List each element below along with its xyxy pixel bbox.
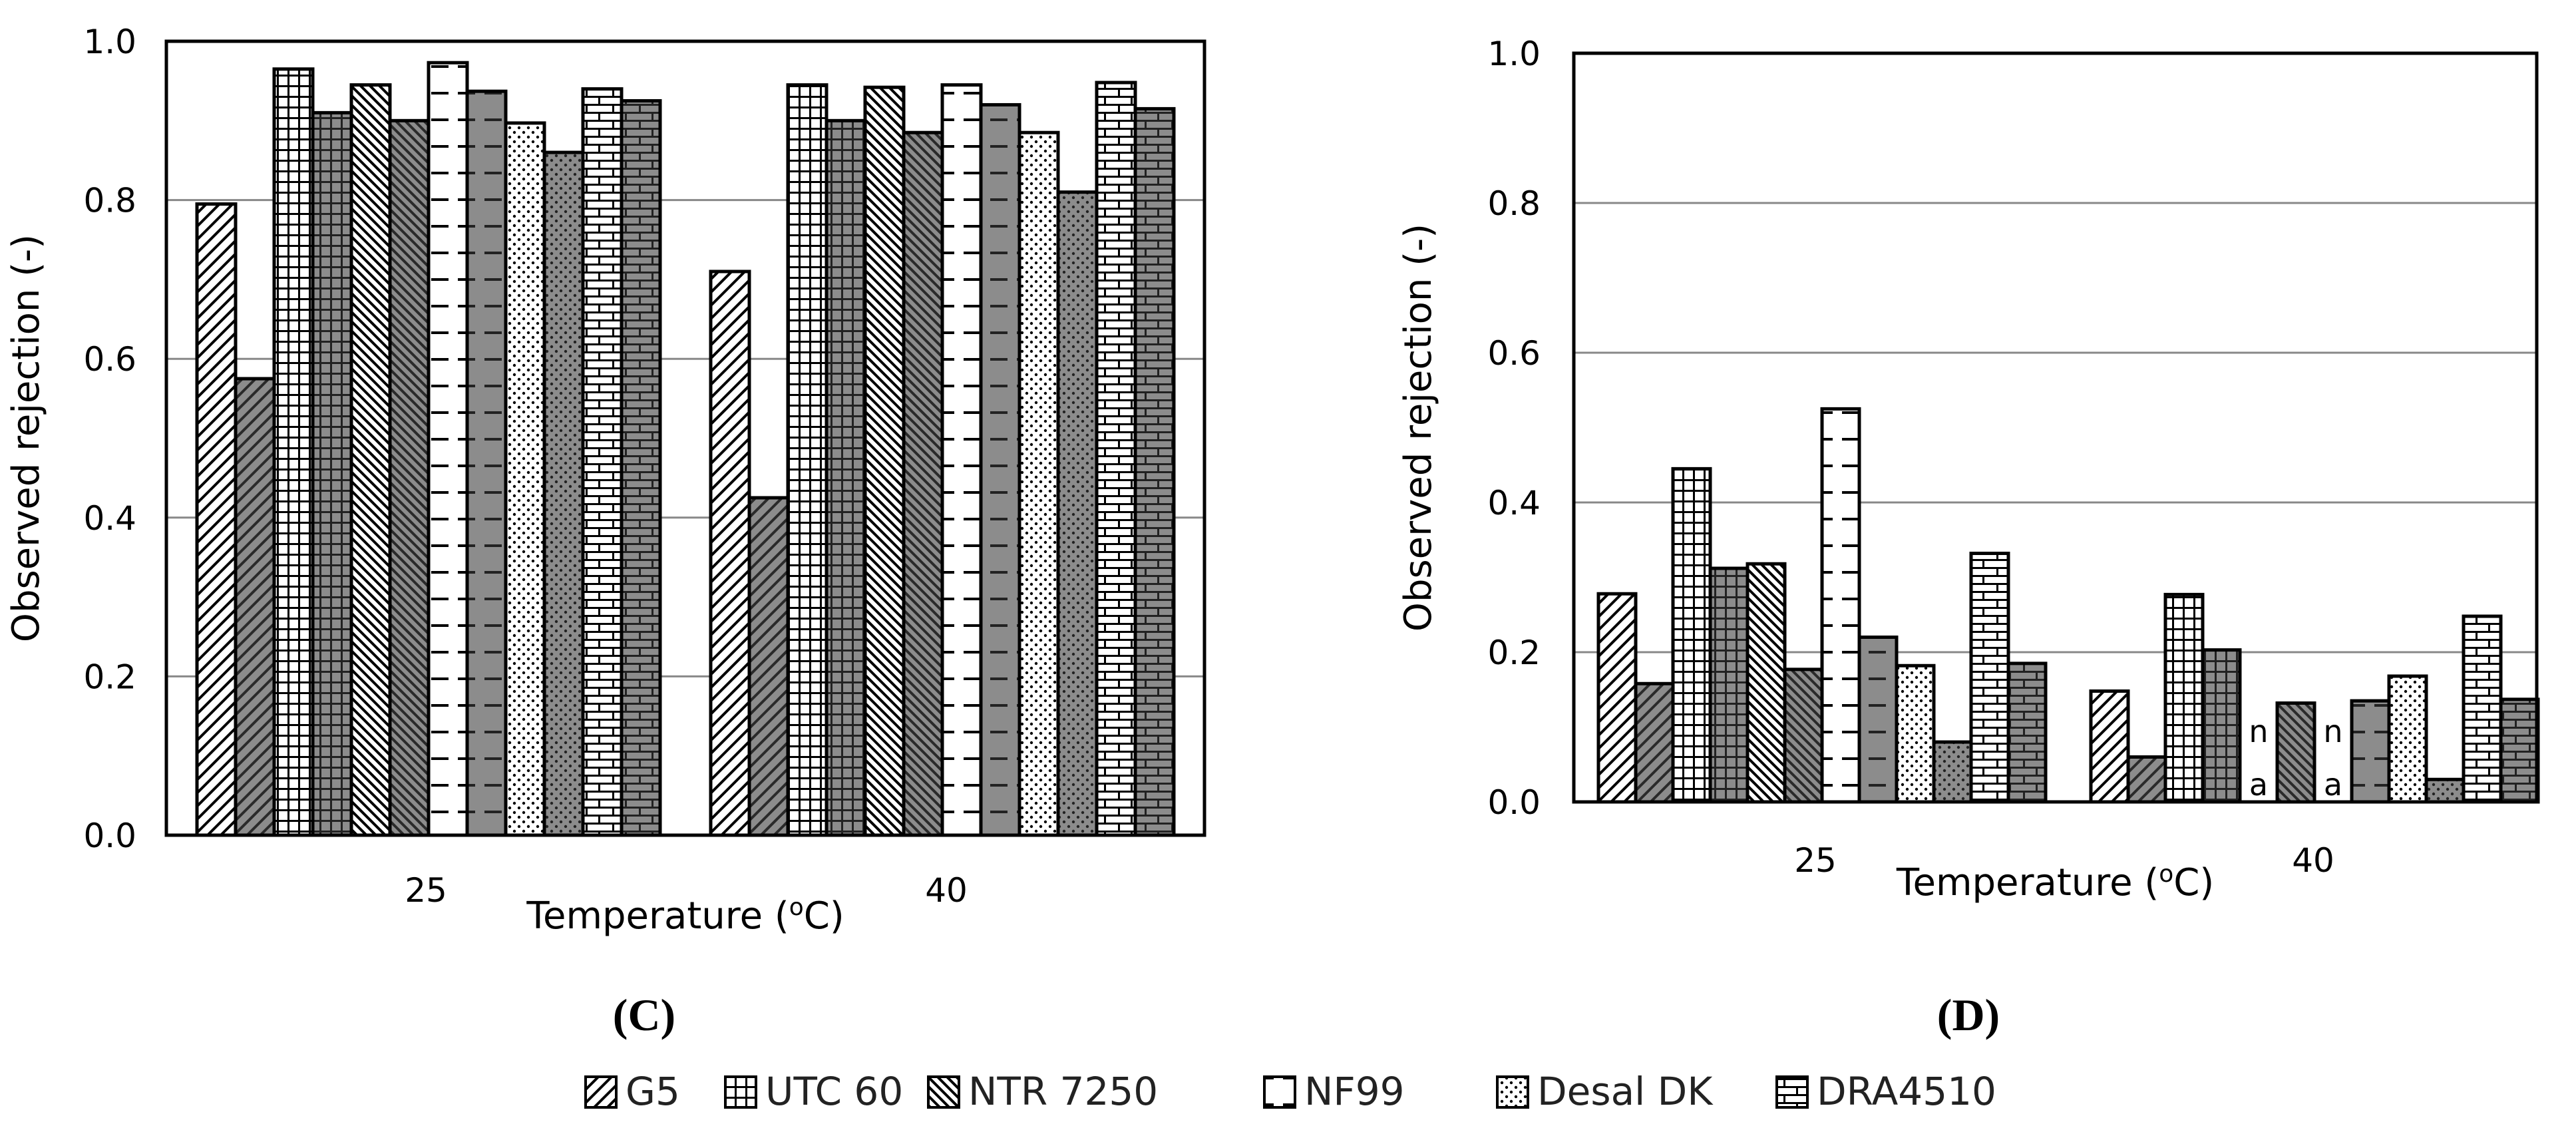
bar <box>2006 661 2048 804</box>
x-tick-label: 25 <box>405 871 447 910</box>
bar <box>1596 592 1638 804</box>
bar <box>2499 697 2540 804</box>
bar <box>1820 407 1861 804</box>
y-tick-label: 0.6 <box>1487 334 1541 373</box>
bar <box>1783 667 1824 804</box>
legend-label: NF99 <box>1304 1069 1405 1114</box>
bar <box>902 130 944 837</box>
bar <box>979 102 1021 837</box>
panel-label-c: (C) <box>613 990 675 1040</box>
bar <box>311 110 353 837</box>
x-tick-label: 25 <box>1794 841 1837 880</box>
bar <box>2387 674 2428 804</box>
y-tick-label: 0.4 <box>83 499 136 538</box>
bar <box>2424 777 2466 804</box>
bar <box>940 83 983 837</box>
y-tick-label: 0.0 <box>1487 783 1541 822</box>
y-tick-label: 0.4 <box>1487 484 1541 522</box>
bar <box>786 83 828 837</box>
bar <box>1671 467 1712 804</box>
bar <box>863 85 906 837</box>
panel-label-d: (D) <box>1937 990 2000 1040</box>
bar <box>2089 689 2130 804</box>
legend-swatch <box>724 1075 757 1109</box>
bar <box>2275 701 2316 804</box>
bar <box>234 377 276 837</box>
bar <box>2126 755 2167 804</box>
bar <box>1056 190 1099 837</box>
bar <box>465 89 508 837</box>
bar <box>1969 552 2010 804</box>
bar <box>1857 636 1899 804</box>
legend-swatch <box>1496 1075 1529 1109</box>
bar <box>195 202 238 837</box>
bar-annotation: a <box>2324 767 2342 803</box>
y-tick-label: 0.8 <box>83 182 136 220</box>
legend-label: NTR 7250 <box>968 1069 1158 1114</box>
y-tick-label: 0.2 <box>83 658 136 696</box>
y-axis-label: Observed rejection (-) <box>5 234 48 642</box>
y-tick-label: 0.8 <box>1487 184 1541 223</box>
chart-c: 0.0 0.2 0.4 0.6 0.8 1.0 25 40 Temperature (oC) Ob… <box>5 23 1206 938</box>
bar <box>1708 566 1749 804</box>
legend-label: DRA4510 <box>1817 1069 1996 1114</box>
bar-annotation: a <box>2249 767 2268 803</box>
bar <box>1746 562 1787 804</box>
y-tick-label: 1.0 <box>83 23 136 61</box>
bar <box>2350 699 2391 804</box>
legend-label: UTC 60 <box>765 1069 903 1114</box>
bar <box>504 121 546 837</box>
bar <box>2201 648 2242 804</box>
plot-frame <box>1572 51 2539 804</box>
bar <box>1634 681 1675 804</box>
legend-swatch <box>927 1075 960 1109</box>
bar-annotation: n <box>2323 713 2342 749</box>
bar <box>542 150 585 837</box>
bar <box>1017 130 1060 837</box>
plot-frame <box>164 39 1206 837</box>
bar <box>825 118 867 837</box>
bar <box>349 83 392 837</box>
bar-annotation: n <box>2249 713 2268 749</box>
legend-swatch <box>1775 1075 1809 1109</box>
bar <box>581 87 624 837</box>
x-axis-label: Temperature (oC) <box>1896 860 2214 905</box>
y-axis-label: Observed rejection (-) <box>1397 224 1440 632</box>
bar <box>1932 740 1973 804</box>
bar <box>2163 592 2205 804</box>
y-tick-label: 1.0 <box>1487 35 1541 73</box>
bar <box>1133 106 1176 837</box>
bar <box>620 98 662 837</box>
y-tick-label: 0.6 <box>83 340 136 379</box>
legend-label: Desal DK <box>1537 1069 1714 1114</box>
bar <box>1895 663 1936 804</box>
bar <box>1095 81 1137 837</box>
x-tick-label: 40 <box>2292 841 2334 880</box>
legend-swatch <box>584 1075 618 1109</box>
bar <box>388 118 431 837</box>
x-axis-label: Temperature (oC) <box>526 894 844 938</box>
bar <box>747 496 790 837</box>
bar <box>272 67 315 837</box>
x-tick-label: 40 <box>925 871 968 910</box>
bar <box>2462 614 2503 804</box>
y-tick-label: 0.0 <box>83 817 136 855</box>
legend-label: G5 <box>626 1069 680 1114</box>
y-tick-label: 0.2 <box>1487 634 1541 672</box>
bar <box>709 270 751 837</box>
bar <box>427 61 469 837</box>
legend-swatch <box>1263 1075 1296 1109</box>
legend: G5 UTC 60 NTR 7250 NF99 Desal DK DRA4510 <box>584 1069 1996 1114</box>
